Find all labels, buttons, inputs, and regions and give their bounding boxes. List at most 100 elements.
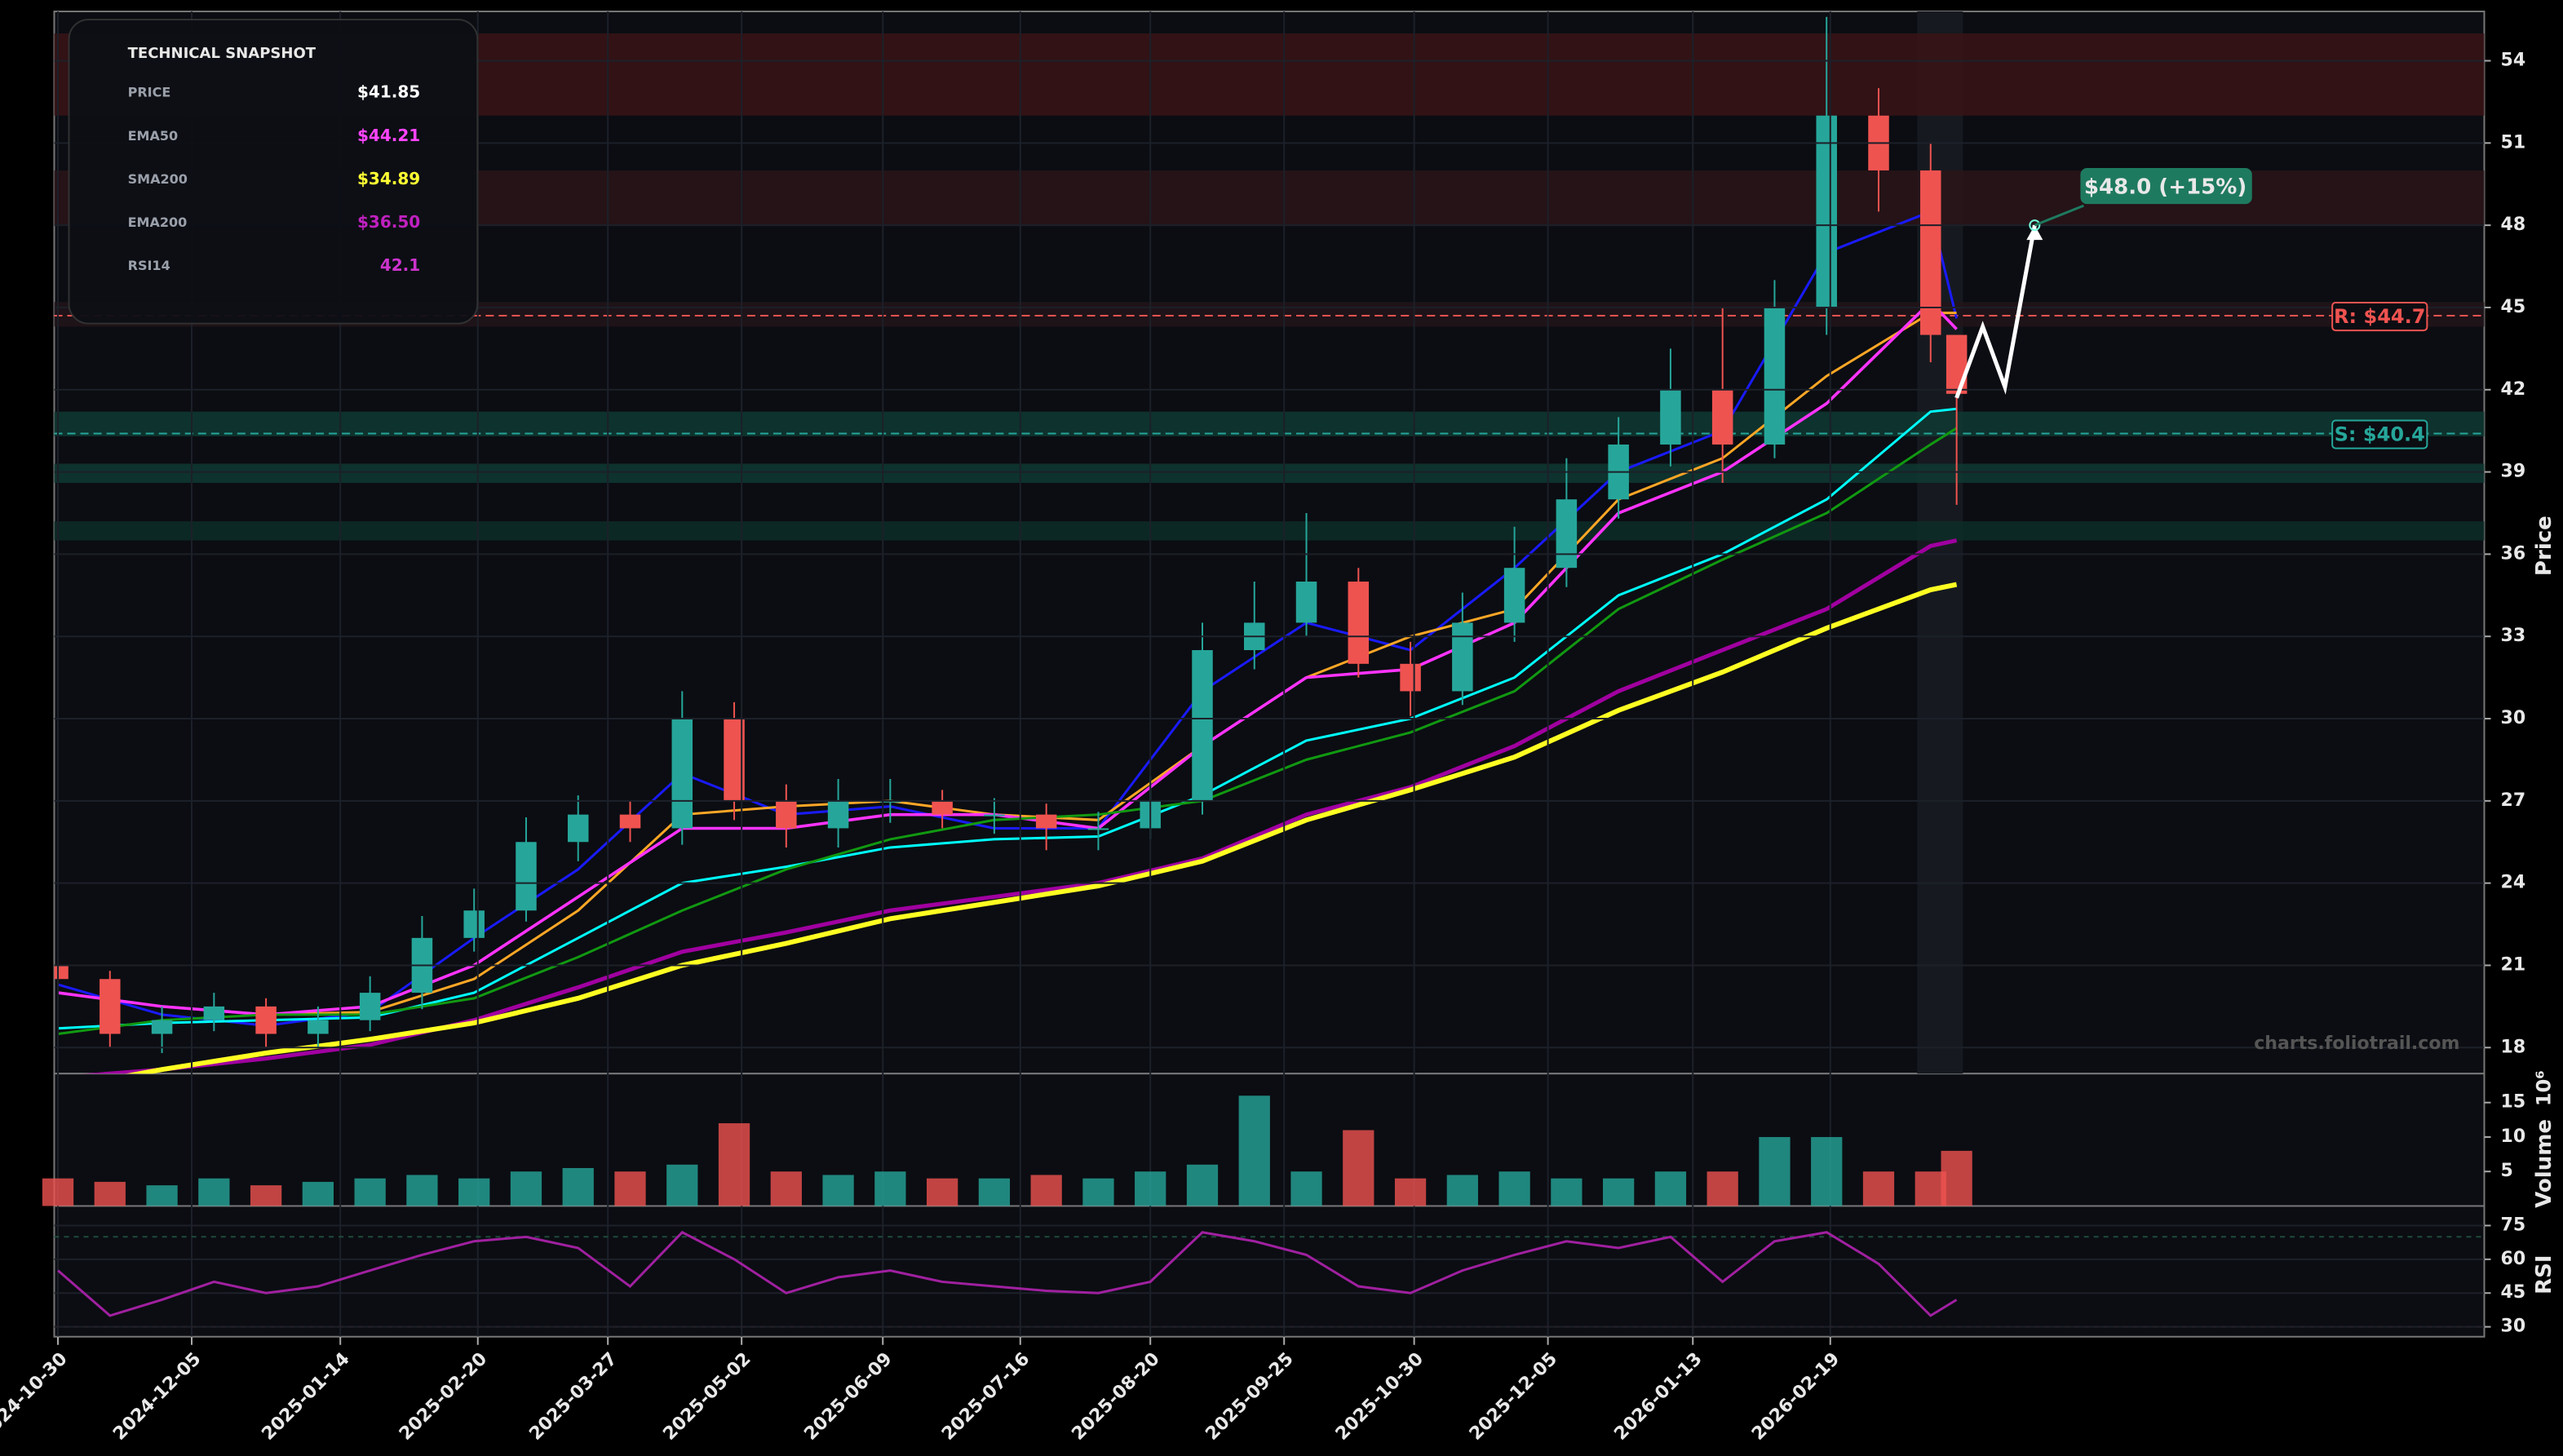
snapshot-value: $44.21 — [357, 126, 420, 145]
candle-body — [1295, 582, 1317, 623]
candle-body — [359, 993, 381, 1020]
volume-bar — [822, 1175, 854, 1206]
volume-bar — [42, 1178, 74, 1206]
level-label: R: $44.7 — [2334, 305, 2426, 328]
volume-bar — [614, 1171, 646, 1206]
candle-body — [619, 814, 641, 829]
level-box — [2331, 302, 2428, 332]
volume-bar — [1394, 1178, 1427, 1206]
candle-body — [1503, 568, 1525, 623]
y-tick-label: 30 — [2501, 708, 2526, 728]
target-label: $48.0 (+15%) — [2084, 175, 2246, 200]
candle-body — [100, 979, 121, 1034]
volume-bar — [1238, 1095, 1270, 1206]
zone — [54, 463, 2485, 484]
snapshot-label: EMA50 — [128, 128, 179, 144]
y-tick-label: 48 — [2501, 215, 2526, 235]
volume-bar — [718, 1123, 750, 1206]
snapshot-label: RSI14 — [128, 258, 170, 273]
ma-line — [126, 582, 1958, 1074]
candle-body — [255, 1006, 277, 1034]
y-tick-label: 10 — [2501, 1126, 2526, 1147]
candle-body — [308, 1020, 329, 1034]
y-tick-label: 27 — [2501, 790, 2526, 811]
volume-bar — [1343, 1130, 1374, 1206]
volume-bar — [1654, 1171, 1687, 1206]
target-point — [2029, 219, 2041, 232]
candle-body — [984, 814, 1005, 817]
candle-body — [151, 1020, 173, 1034]
y-axis-label: Volume — [2532, 1119, 2556, 1208]
axis-offset: 10⁶ — [2533, 1070, 2556, 1106]
volume-bar — [250, 1185, 282, 1206]
candle-body — [1764, 307, 1786, 445]
y-tick-label: 15 — [2501, 1092, 2526, 1113]
volume-bar — [1135, 1171, 1166, 1206]
level-box — [2331, 419, 2428, 449]
volume-bar — [1551, 1178, 1583, 1206]
volume-bar — [666, 1164, 698, 1206]
volume-bar — [562, 1168, 594, 1206]
y-tick-label: 5 — [2501, 1161, 2513, 1181]
y-tick-label: 36 — [2501, 543, 2526, 564]
volume-bar — [1862, 1171, 1895, 1206]
y-axis-label: RSI — [2532, 1255, 2556, 1294]
volume-bar — [874, 1171, 906, 1206]
candle-body — [1920, 170, 1941, 335]
y-tick-label: 60 — [2501, 1249, 2526, 1269]
arrow-head — [2026, 225, 2043, 241]
volume-bar — [770, 1171, 802, 1206]
zone — [54, 521, 2485, 541]
y-tick-label: 33 — [2501, 626, 2526, 646]
y-tick-label: 24 — [2501, 873, 2526, 893]
candle-body — [463, 910, 485, 938]
y-tick-label: 45 — [2501, 297, 2526, 317]
volume-bar — [1706, 1171, 1738, 1206]
snapshot-box — [68, 19, 479, 325]
volume-bar — [94, 1181, 126, 1206]
candle-body — [1087, 828, 1109, 830]
candle-body — [671, 719, 693, 829]
volume-bar — [1811, 1136, 1843, 1206]
rsi-line — [57, 1230, 1958, 1317]
candle-body — [1660, 389, 1681, 445]
candle-body — [932, 800, 953, 815]
volume-bar — [1186, 1164, 1219, 1206]
candle-body — [1035, 814, 1057, 829]
candle-body — [827, 800, 849, 829]
candle-body — [1348, 582, 1370, 664]
volume-bar — [146, 1185, 178, 1206]
zone — [54, 411, 2485, 436]
y-tick-label: 54 — [2501, 51, 2526, 71]
volume-bar — [1603, 1178, 1635, 1206]
candle-body — [1556, 499, 1578, 569]
volume-bar — [198, 1178, 230, 1206]
volume-bar — [1498, 1171, 1530, 1206]
candle-body — [516, 842, 537, 911]
volume-bar — [1446, 1175, 1478, 1206]
y-tick-label: 42 — [2501, 379, 2526, 400]
candle-body — [203, 1006, 225, 1020]
y-axis-label: Price — [2532, 516, 2556, 576]
snapshot-value: $36.50 — [357, 212, 420, 232]
volume-bar — [406, 1175, 438, 1206]
snapshot-title: TECHNICAL SNAPSHOT — [128, 45, 317, 62]
snapshot-label: EMA200 — [128, 215, 188, 230]
volume-bar — [510, 1171, 542, 1206]
target-box — [2080, 168, 2252, 205]
volume-bar — [1030, 1175, 1062, 1206]
y-tick-label: 75 — [2501, 1215, 2526, 1235]
volume-bar — [302, 1181, 334, 1206]
rsi-panel — [53, 1205, 2486, 1338]
watermark: charts.foliotrail.com — [2254, 1033, 2459, 1054]
level-label: S: $40.4 — [2335, 423, 2425, 446]
volume-bar — [978, 1178, 1011, 1206]
candle-body — [1452, 622, 1473, 692]
snapshot-value: $41.85 — [357, 82, 420, 102]
snapshot-value: 42.1 — [380, 255, 420, 275]
projection-line — [1954, 224, 2037, 399]
candle-body — [1816, 115, 1837, 308]
snapshot-value: $34.89 — [357, 169, 420, 188]
volume-bar — [926, 1178, 958, 1206]
